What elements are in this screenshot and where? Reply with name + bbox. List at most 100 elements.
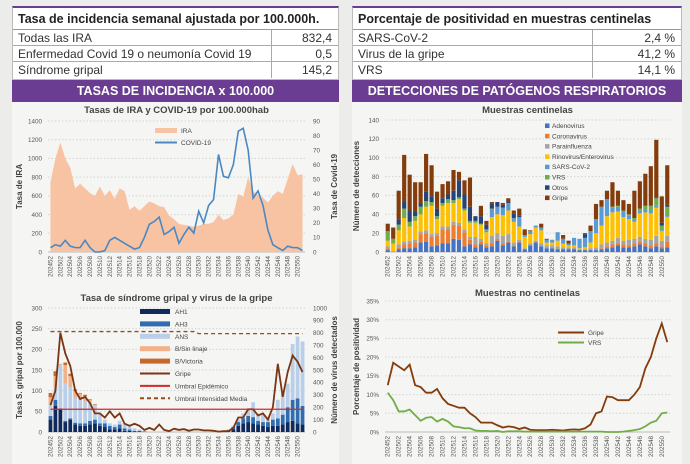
bar-segment — [610, 240, 615, 245]
x-tick-label: 202510 — [440, 436, 447, 458]
bar-segment — [621, 200, 626, 211]
bar-segment — [632, 218, 637, 219]
y-tick-label: 100 — [368, 155, 379, 162]
bar-segment — [391, 251, 396, 252]
bar-segment — [500, 202, 505, 205]
bar-segment — [241, 418, 246, 424]
bar-segment — [107, 429, 112, 432]
x-tick-label: 202534 — [216, 436, 223, 458]
bar-segment — [522, 249, 527, 252]
y2-tick-label: 1000 — [313, 305, 328, 312]
x-tick-label: 202514 — [461, 256, 468, 278]
bar-segment — [270, 419, 275, 426]
flu-syndrome-chart: Tasa de síndrome gripal y virus de la gr… — [15, 293, 339, 458]
bar-segment — [467, 206, 473, 221]
bar-segment — [637, 236, 642, 242]
bar-segment — [604, 216, 610, 243]
x-tick-label: 202550 — [659, 436, 666, 458]
series-line — [49, 332, 304, 433]
bar-segment — [489, 202, 494, 204]
x-tick-label: 202504 — [67, 256, 74, 278]
bar-segment — [495, 238, 500, 241]
y2-tick-label: 400 — [313, 380, 324, 387]
x-tick-label: 202520 — [146, 436, 153, 458]
legend-label: COVID-19 — [181, 140, 211, 147]
bar-segment — [467, 236, 473, 240]
series-line — [386, 320, 669, 432]
bar-segment — [528, 231, 533, 235]
bar-segment — [648, 166, 653, 206]
bar-segment — [462, 194, 467, 209]
bar-segment — [637, 208, 642, 211]
bar-segment — [467, 239, 473, 245]
x-tick-label: 202516 — [127, 436, 134, 458]
y-tick-label: 0 — [375, 249, 379, 256]
bar-segment — [648, 239, 653, 246]
bar-segment — [122, 428, 127, 431]
x-tick-label: 202520 — [494, 256, 501, 278]
bar-segment — [429, 246, 434, 252]
bar-segment — [577, 238, 582, 249]
x-tick-label: 202532 — [560, 256, 567, 278]
bar-segment — [626, 214, 631, 216]
legend-label: Gripe — [588, 330, 604, 337]
incidence-table-title: Tasa de incidencia semanal ajustada por … — [13, 8, 338, 30]
x-tick-label: 202518 — [136, 436, 143, 458]
x-tick-label: 202506 — [77, 436, 84, 458]
series-line — [50, 330, 303, 335]
bar-segment — [506, 198, 511, 202]
bar-segment — [588, 248, 593, 251]
bar-segment — [295, 423, 300, 432]
bar-segment — [582, 247, 588, 250]
bar-segment — [98, 423, 102, 426]
bar-segment — [445, 199, 451, 203]
bar-segment — [539, 223, 544, 228]
bar-segment — [561, 247, 566, 250]
legend-label: Gripe — [552, 195, 568, 202]
bar-segment — [385, 231, 390, 241]
bar-segment — [418, 202, 423, 207]
x-tick-label: 202520 — [146, 256, 153, 278]
bar-segment — [467, 177, 473, 207]
bar-segment — [451, 200, 456, 203]
bar-segment — [261, 414, 265, 423]
bar-segment — [434, 219, 440, 234]
x-tick-label: 202526 — [176, 256, 183, 278]
bar-segment — [544, 242, 549, 246]
bar-segment — [489, 217, 494, 236]
bar-segment — [632, 219, 637, 222]
bar-segment — [665, 241, 670, 248]
bar-segment — [424, 241, 429, 252]
bar-segment — [550, 248, 555, 252]
bar-segment — [456, 199, 462, 223]
bar-segment — [495, 233, 500, 239]
bar-segment — [577, 248, 582, 250]
y2-tick-label: 90 — [313, 118, 321, 125]
y-tick-label: 80 — [372, 174, 380, 181]
row-value: 2,4 % — [644, 31, 675, 45]
bar-segment — [473, 220, 478, 223]
bar-segment — [522, 236, 527, 249]
bar-segment — [500, 235, 505, 244]
y-tick-label: 50 — [35, 409, 43, 416]
bar-segment — [270, 425, 275, 432]
series-line — [387, 392, 668, 433]
bar-segment — [445, 226, 451, 230]
bar-segment — [429, 234, 434, 237]
x-tick-label: 202504 — [407, 436, 414, 458]
bar-segment — [517, 242, 522, 252]
bar-segment — [489, 243, 494, 247]
bar-segment — [78, 393, 83, 399]
bar-segment — [467, 244, 473, 252]
bar-segment — [599, 206, 604, 226]
bar-segment — [413, 211, 418, 217]
bar-segment — [290, 399, 295, 421]
bar-segment — [53, 371, 58, 377]
row-label: Enfermedad Covid 19 o neumonía Covid 19 — [13, 46, 272, 61]
legend-label: IRA — [181, 128, 193, 135]
bar-segment — [241, 423, 246, 432]
bar-segment — [522, 229, 527, 236]
bar-segment — [489, 209, 494, 218]
bar-segment — [407, 221, 412, 227]
x-tick-label: 202550 — [295, 256, 302, 278]
